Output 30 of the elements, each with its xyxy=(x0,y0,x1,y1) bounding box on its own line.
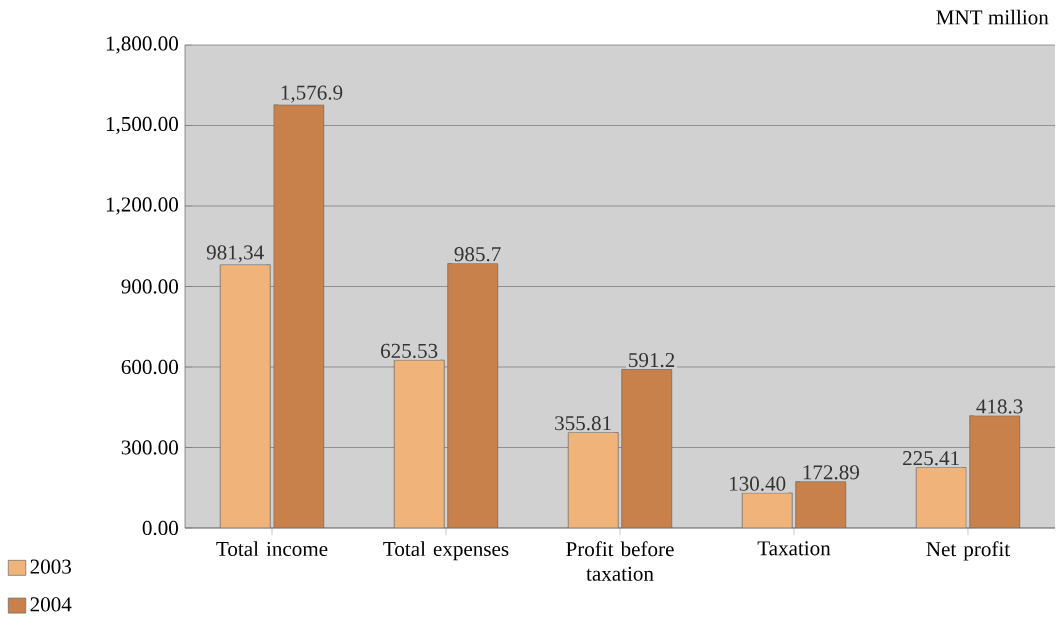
y-tick-label: 0.00 xyxy=(142,520,178,536)
y-tick-label: 600.00 xyxy=(121,359,178,375)
bar xyxy=(915,467,967,528)
x-tick-label: Total income xyxy=(216,541,328,557)
data-label: 985.7 xyxy=(454,247,501,262)
y-tick-label: 300.00 xyxy=(121,440,178,455)
x-tick-label: Taxation xyxy=(757,541,831,556)
text: MNT million xyxy=(936,9,1049,25)
data-label: 1,576.9 xyxy=(281,85,343,103)
data-label: 355.81 xyxy=(555,416,611,431)
data-label: 172.89 xyxy=(803,465,859,480)
data-label: 591.2 xyxy=(629,352,675,368)
y-tick-label: 900.00 xyxy=(121,279,178,294)
data-label: 981,34 xyxy=(206,245,264,263)
x-tick-label: Net profit xyxy=(926,541,1011,561)
data-label: 625.53 xyxy=(381,343,438,359)
data-label: 418.3 xyxy=(976,399,1023,414)
bar xyxy=(568,432,619,528)
x-tick-label: Total expenses xyxy=(383,541,509,561)
data-label: 130.40 xyxy=(729,476,786,491)
x-tick-label: Profit before taxation xyxy=(566,541,674,581)
bar xyxy=(220,264,271,528)
data-label: 225.41 xyxy=(903,451,959,466)
y-tick-label: 1,500.00 xyxy=(106,116,178,135)
legend-label: 2004 xyxy=(30,597,72,612)
y-tick-label: 1,800.00 xyxy=(106,36,178,54)
bar xyxy=(394,360,445,528)
legend-label: 2003 xyxy=(30,559,71,574)
y-tick-label: 1,200.00 xyxy=(106,197,178,215)
bar xyxy=(742,493,793,528)
